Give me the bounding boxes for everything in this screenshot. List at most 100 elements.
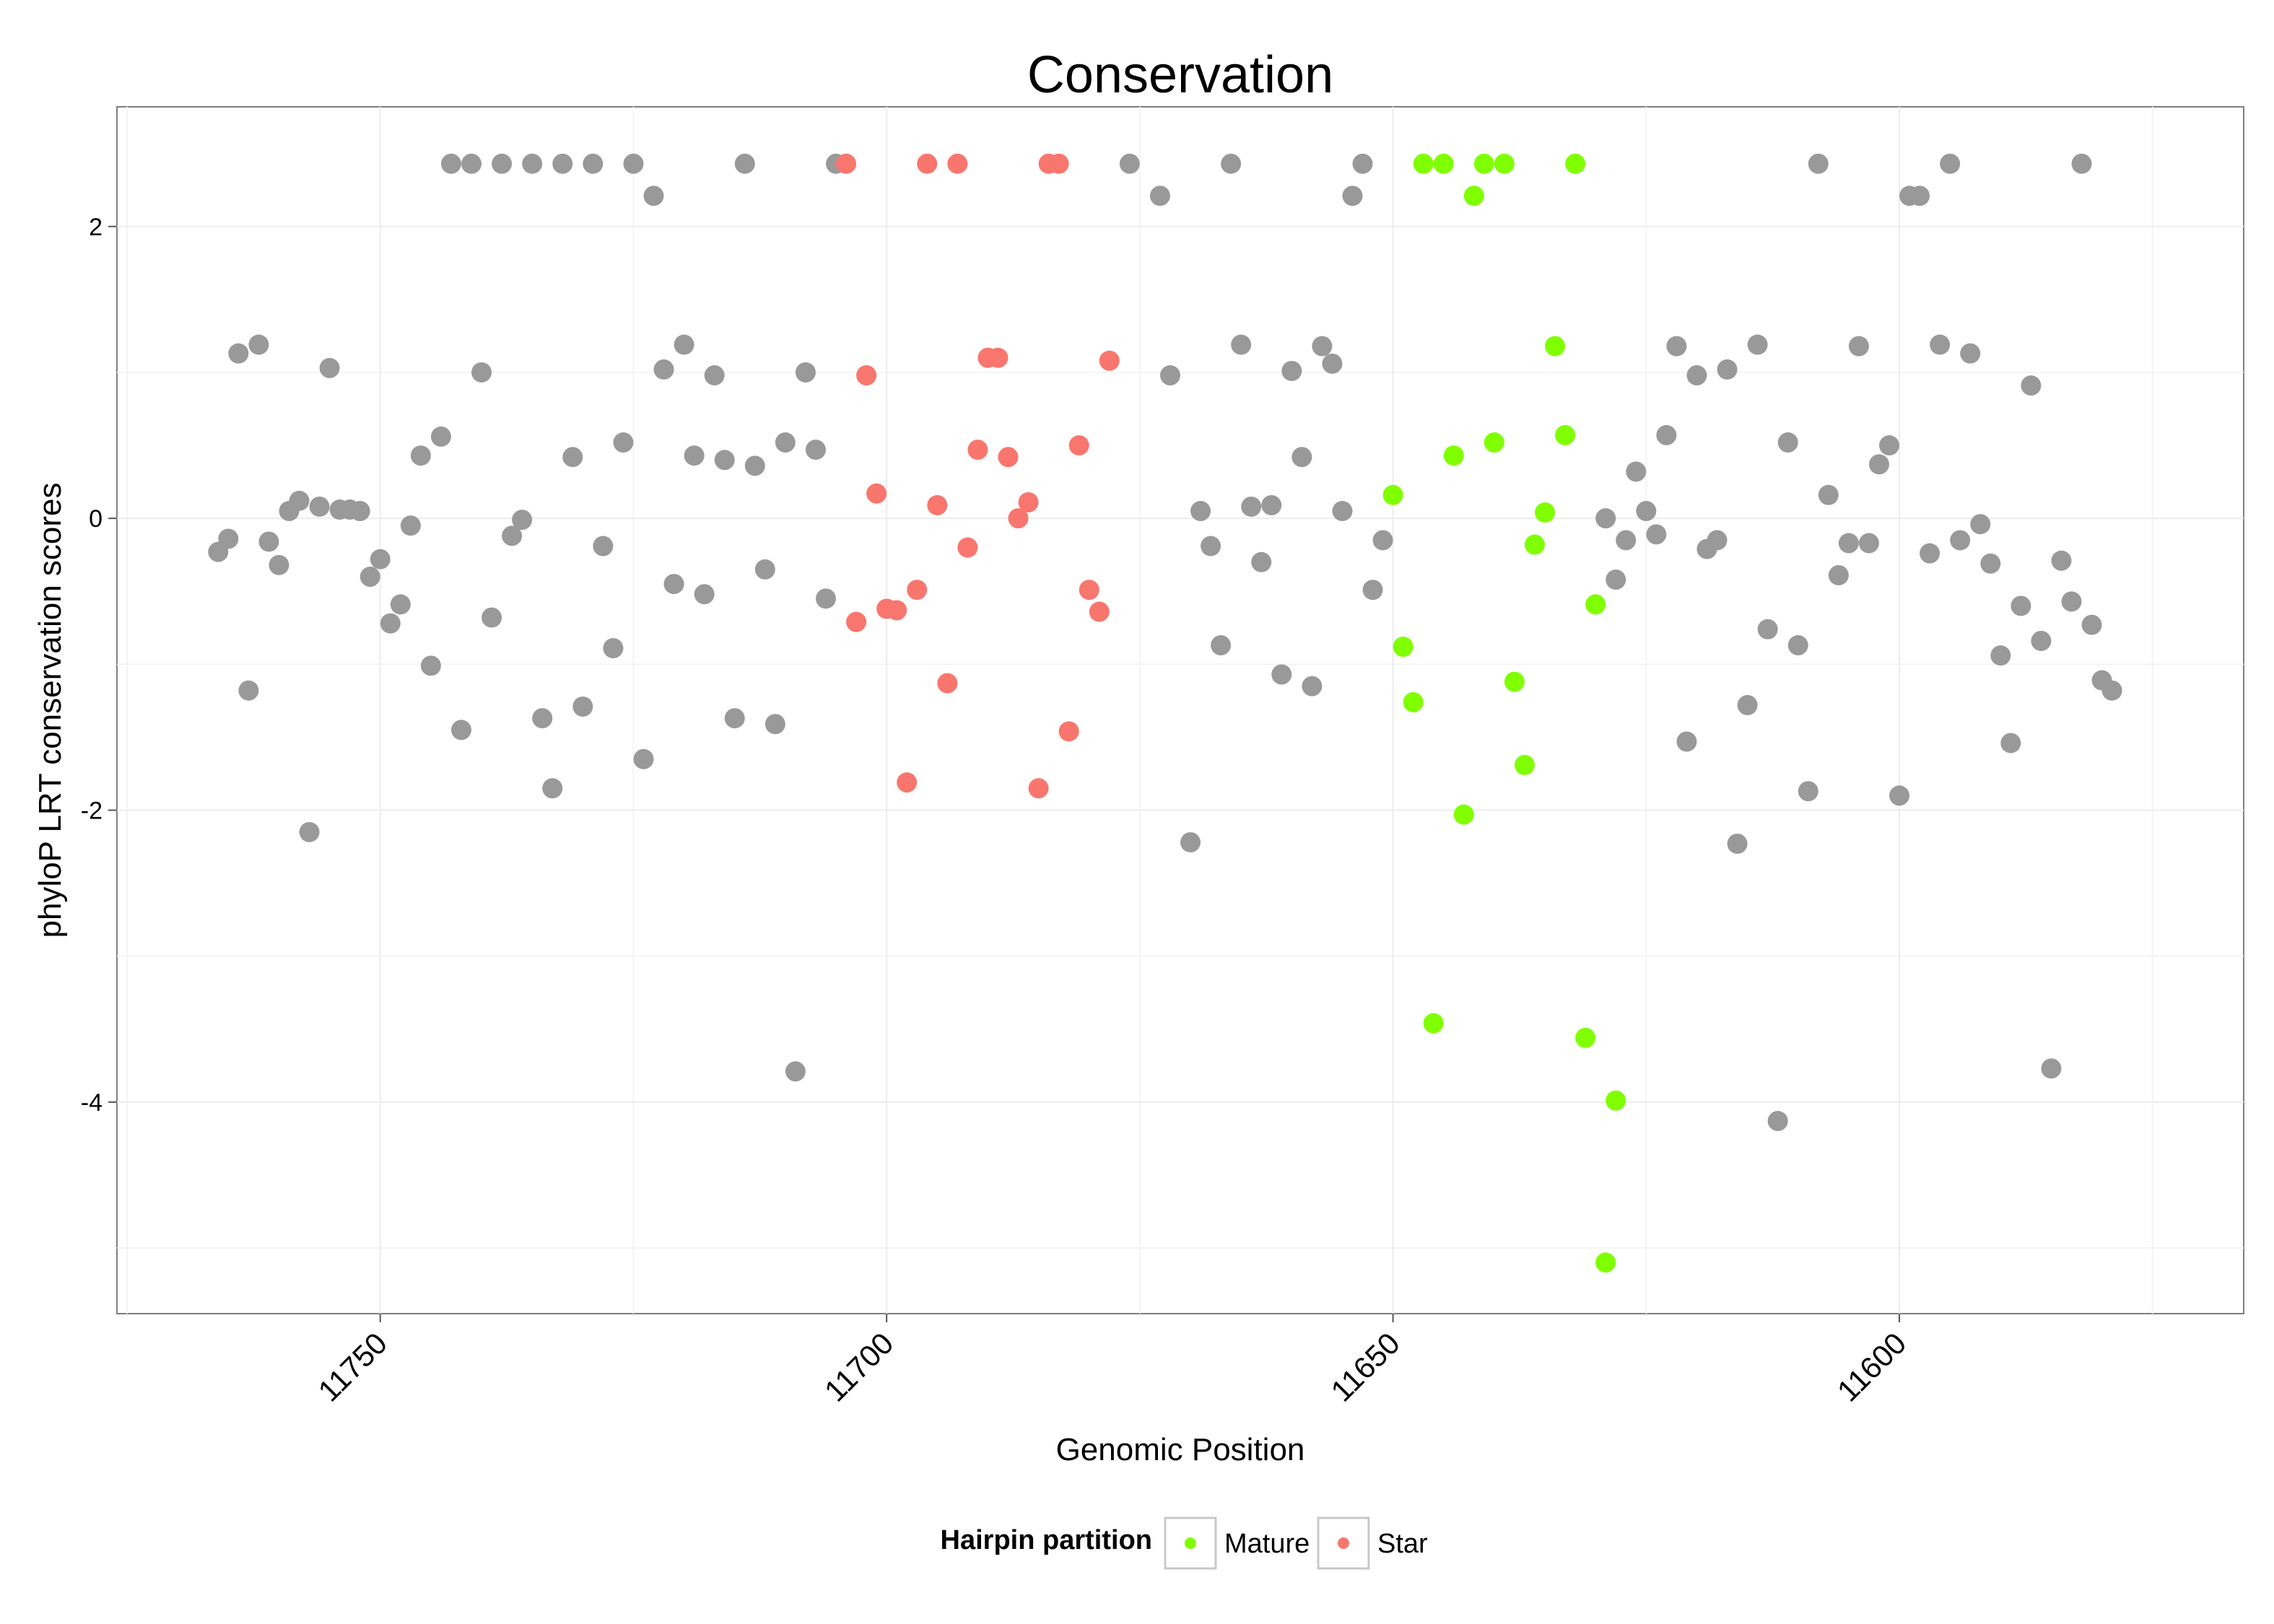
data-point-other [532, 708, 553, 729]
data-point-other [714, 450, 735, 471]
data-point-star [988, 347, 1009, 368]
data-point-other [2011, 595, 2031, 616]
data-point-star [957, 537, 978, 558]
x-tick-label: 11700 [818, 1326, 900, 1408]
data-point-other [1231, 334, 1252, 355]
data-point-other [1362, 580, 1383, 601]
data-point-other [228, 343, 249, 364]
data-point-star [917, 153, 938, 174]
legend-swatch-mature [1185, 1537, 1196, 1549]
data-point-star [1008, 508, 1029, 529]
data-point-other [2021, 375, 2042, 396]
data-point-other [1990, 645, 2011, 666]
data-point-other [1930, 334, 1951, 355]
data-point-other [390, 594, 411, 615]
data-point-star [937, 673, 958, 694]
data-point-other [1757, 619, 1778, 639]
data-point-other [400, 515, 421, 536]
data-point-mature [1484, 432, 1504, 453]
legend-label-star: Star [1377, 1529, 1428, 1559]
data-point-other [583, 153, 604, 174]
y-axis-ticks: -4 -2 0 2 [81, 214, 117, 1117]
data-point-other [1656, 424, 1677, 445]
data-point-star [836, 153, 857, 174]
data-point-other [1676, 731, 1697, 752]
data-point-other [552, 153, 573, 174]
data-point-star [886, 600, 907, 621]
data-point-other [1879, 435, 1899, 456]
data-point-other [360, 567, 380, 588]
data-point-other [248, 334, 269, 355]
data-point-other [299, 821, 320, 842]
legend-key-star [1317, 1516, 1370, 1570]
data-point-other [1646, 524, 1667, 545]
data-point-mature [1382, 484, 1403, 505]
data-point-other [1636, 501, 1657, 522]
data-point-other [258, 531, 279, 552]
data-point-mature [1494, 153, 1515, 174]
data-point-other [795, 362, 816, 383]
x-tick-label: 11650 [1324, 1326, 1406, 1408]
data-point-star [1058, 721, 1079, 742]
data-point-other [370, 549, 391, 569]
data-point-other [1980, 553, 2001, 574]
minor-gridlines [117, 107, 2244, 1314]
y-tick-label: -2 [81, 797, 103, 824]
data-point-other [744, 455, 765, 476]
data-point-star [866, 483, 887, 504]
data-point-other [764, 714, 785, 735]
data-point-other [1950, 530, 1971, 551]
y-tick-label: 0 [89, 505, 103, 533]
data-point-other [775, 432, 796, 453]
data-point-other [2031, 630, 2052, 651]
x-tick-label: 11600 [1831, 1326, 1913, 1408]
data-point-other [2081, 614, 2102, 635]
data-point-star [1018, 492, 1039, 512]
data-point-other [1352, 153, 1373, 174]
data-point-star [947, 153, 968, 174]
data-point-other [461, 153, 482, 174]
data-point-other [319, 357, 340, 378]
x-axis-title: Genomic Position [1056, 1432, 1305, 1467]
y-tick-label: 2 [89, 214, 103, 241]
data-point-other [1342, 185, 1363, 206]
data-point-other [1271, 664, 1292, 685]
data-point-other [704, 365, 725, 386]
data-point-other [380, 613, 401, 634]
data-point-other [2071, 153, 2092, 174]
data-point-other [684, 445, 705, 466]
data-point-other [1920, 543, 1940, 564]
data-point-other [1119, 153, 1140, 174]
data-point-other [613, 432, 634, 453]
data-point-other [1868, 454, 1889, 475]
data-point-other [2101, 680, 2122, 701]
data-point-mature [1433, 153, 1454, 174]
data-point-other [522, 153, 543, 174]
data-point-other [1221, 153, 1242, 174]
data-point-other [643, 185, 664, 206]
data-point-mature [1535, 502, 1556, 523]
data-point-other [289, 490, 310, 511]
data-point-other [1818, 484, 1839, 505]
data-point-other [562, 447, 583, 468]
data-point-other [1190, 501, 1211, 522]
data-point-other [734, 153, 755, 174]
legend-swatch-star [1338, 1537, 1349, 1549]
data-point-other [785, 1061, 806, 1082]
data-point-other [1717, 359, 1738, 380]
data-point-other [542, 778, 563, 799]
data-point-other [1940, 153, 1961, 174]
data-point-star [1028, 778, 1049, 799]
data-point-other [450, 720, 471, 741]
data-point-other [754, 559, 775, 580]
data-point-star [1099, 350, 1120, 371]
data-point-star [856, 365, 877, 386]
data-point-star [907, 580, 928, 601]
data-point-other [238, 680, 259, 701]
plot-panel [116, 106, 2244, 1314]
data-point-other [805, 440, 826, 460]
data-point-other [1312, 336, 1333, 357]
data-point-other [218, 528, 239, 549]
data-point-other [724, 708, 745, 729]
data-point-other [2041, 1058, 2062, 1079]
